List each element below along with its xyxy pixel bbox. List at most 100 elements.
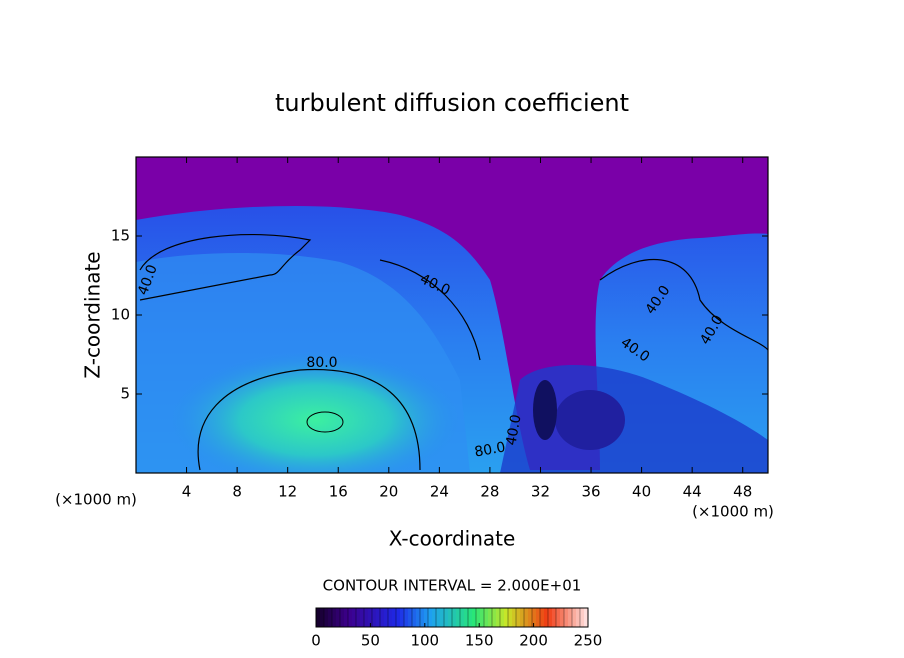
unit-label: (×1000 m) <box>55 491 137 509</box>
colorbar-cell <box>536 608 540 627</box>
colorbar-cell <box>532 608 536 627</box>
colorbar-cell <box>428 608 432 627</box>
colorbar-cell <box>468 608 472 627</box>
colorbar-cell <box>484 608 488 627</box>
colorbar-cell <box>496 608 500 627</box>
x-tick-label: 36 <box>581 483 600 501</box>
colorbar-frame <box>315 607 589 628</box>
colorbar-tick-label: 200 <box>519 632 548 650</box>
x-tick-label: 28 <box>480 483 499 501</box>
contour-label: 40.0 <box>503 413 524 446</box>
colorbar-cell <box>384 608 388 627</box>
colorbar-cell <box>340 608 344 627</box>
contour-line <box>139 233 312 301</box>
colorbar-tick-label: 0 <box>311 632 321 650</box>
colorbar-cell <box>372 608 376 627</box>
colorbar-cell <box>320 608 324 627</box>
colorbar-cell <box>440 608 444 627</box>
colorbar-cell <box>556 608 560 627</box>
y-tick-label: 15 <box>111 227 130 245</box>
contour-label: 80.0 <box>306 355 337 371</box>
x-tick-label: 8 <box>232 483 242 501</box>
colorbar-cell <box>316 608 320 627</box>
colorbar-cell <box>444 608 448 627</box>
colorbar-cell <box>564 608 568 627</box>
colorbar-cell <box>568 608 572 627</box>
contour-line <box>379 259 481 361</box>
unit-label: (×1000 m) <box>692 503 774 521</box>
colorbar-cell <box>392 608 396 627</box>
field-region <box>555 390 625 450</box>
x-axis-label: X-coordinate <box>389 527 516 551</box>
field <box>136 157 768 473</box>
colorbar-cell <box>344 608 348 627</box>
x-tick-label: 32 <box>531 483 550 501</box>
chart-title: turbulent diffusion coefficient <box>275 89 629 117</box>
colorbar-cell <box>552 608 556 627</box>
colorbar-cell <box>464 608 468 627</box>
colorbar-cell <box>332 608 336 627</box>
colorbar-cell <box>448 608 452 627</box>
colorbar-cell <box>508 608 512 627</box>
y-axis-label: Z-coordinate <box>81 251 105 378</box>
colorbar-cell <box>492 608 496 627</box>
colorbar-cell <box>504 608 508 627</box>
colorbar-cell <box>456 608 460 627</box>
colorbar-cell <box>540 608 544 627</box>
colorbar-tick-label: 50 <box>361 632 380 650</box>
x-tick-label: 16 <box>329 483 348 501</box>
colorbar-cell <box>516 608 520 627</box>
colorbar-tick-label: 150 <box>465 632 494 650</box>
colorbar-cell <box>572 608 576 627</box>
colorbar-cell <box>436 608 440 627</box>
colorbar-cell <box>400 608 404 627</box>
x-tick-label: 20 <box>379 483 398 501</box>
colorbar-cell <box>512 608 516 627</box>
field-region <box>165 350 465 473</box>
colorbar-cell <box>348 608 352 627</box>
x-tick-label: 40 <box>632 483 651 501</box>
colorbar-cell <box>480 608 484 627</box>
colorbar-cell <box>364 608 368 627</box>
contour-interval: CONTOUR INTERVAL = 2.000E+01 <box>323 577 582 595</box>
colorbar-cell <box>420 608 424 627</box>
colorbar-cell <box>576 608 580 627</box>
colorbar-cell <box>424 608 428 627</box>
contour-line <box>306 411 344 433</box>
colorbar-cell <box>352 608 356 627</box>
colorbar-cell <box>520 608 524 627</box>
colorbar-cell <box>416 608 420 627</box>
contour-line <box>599 258 768 351</box>
y-tick-label: 10 <box>111 306 130 324</box>
x-tick-label: 12 <box>278 483 297 501</box>
colorbar-cell <box>388 608 392 627</box>
colorbar-cell <box>356 608 360 627</box>
colorbar-cell <box>560 608 564 627</box>
colorbar-cell <box>584 608 588 627</box>
colorbar-cell <box>412 608 416 627</box>
x-tick-label: 4 <box>182 483 192 501</box>
x-tick-label: 24 <box>430 483 449 501</box>
colorbar-cell <box>524 608 528 627</box>
colorbar-cell <box>472 608 476 627</box>
x-tick-label: 44 <box>683 483 702 501</box>
colorbar-cell <box>404 608 408 627</box>
colorbar-cell <box>408 608 412 627</box>
colorbar-cell <box>380 608 384 627</box>
field-region <box>500 365 768 473</box>
colorbar-cell <box>452 608 456 627</box>
field-region <box>533 380 557 440</box>
contour-label: 80.0 <box>473 439 506 460</box>
colorbar-cell <box>488 608 492 627</box>
colorbar-cell <box>460 608 464 627</box>
colorbar-cell <box>328 608 332 627</box>
y-tick-label: 5 <box>120 385 130 403</box>
colorbar-tick-label: 250 <box>574 632 603 650</box>
colorbar-cell <box>396 608 400 627</box>
colorbar-cell <box>432 608 436 627</box>
colorbar-cell <box>324 608 328 627</box>
colorbar-cell <box>336 608 340 627</box>
colorbar-cell <box>500 608 504 627</box>
